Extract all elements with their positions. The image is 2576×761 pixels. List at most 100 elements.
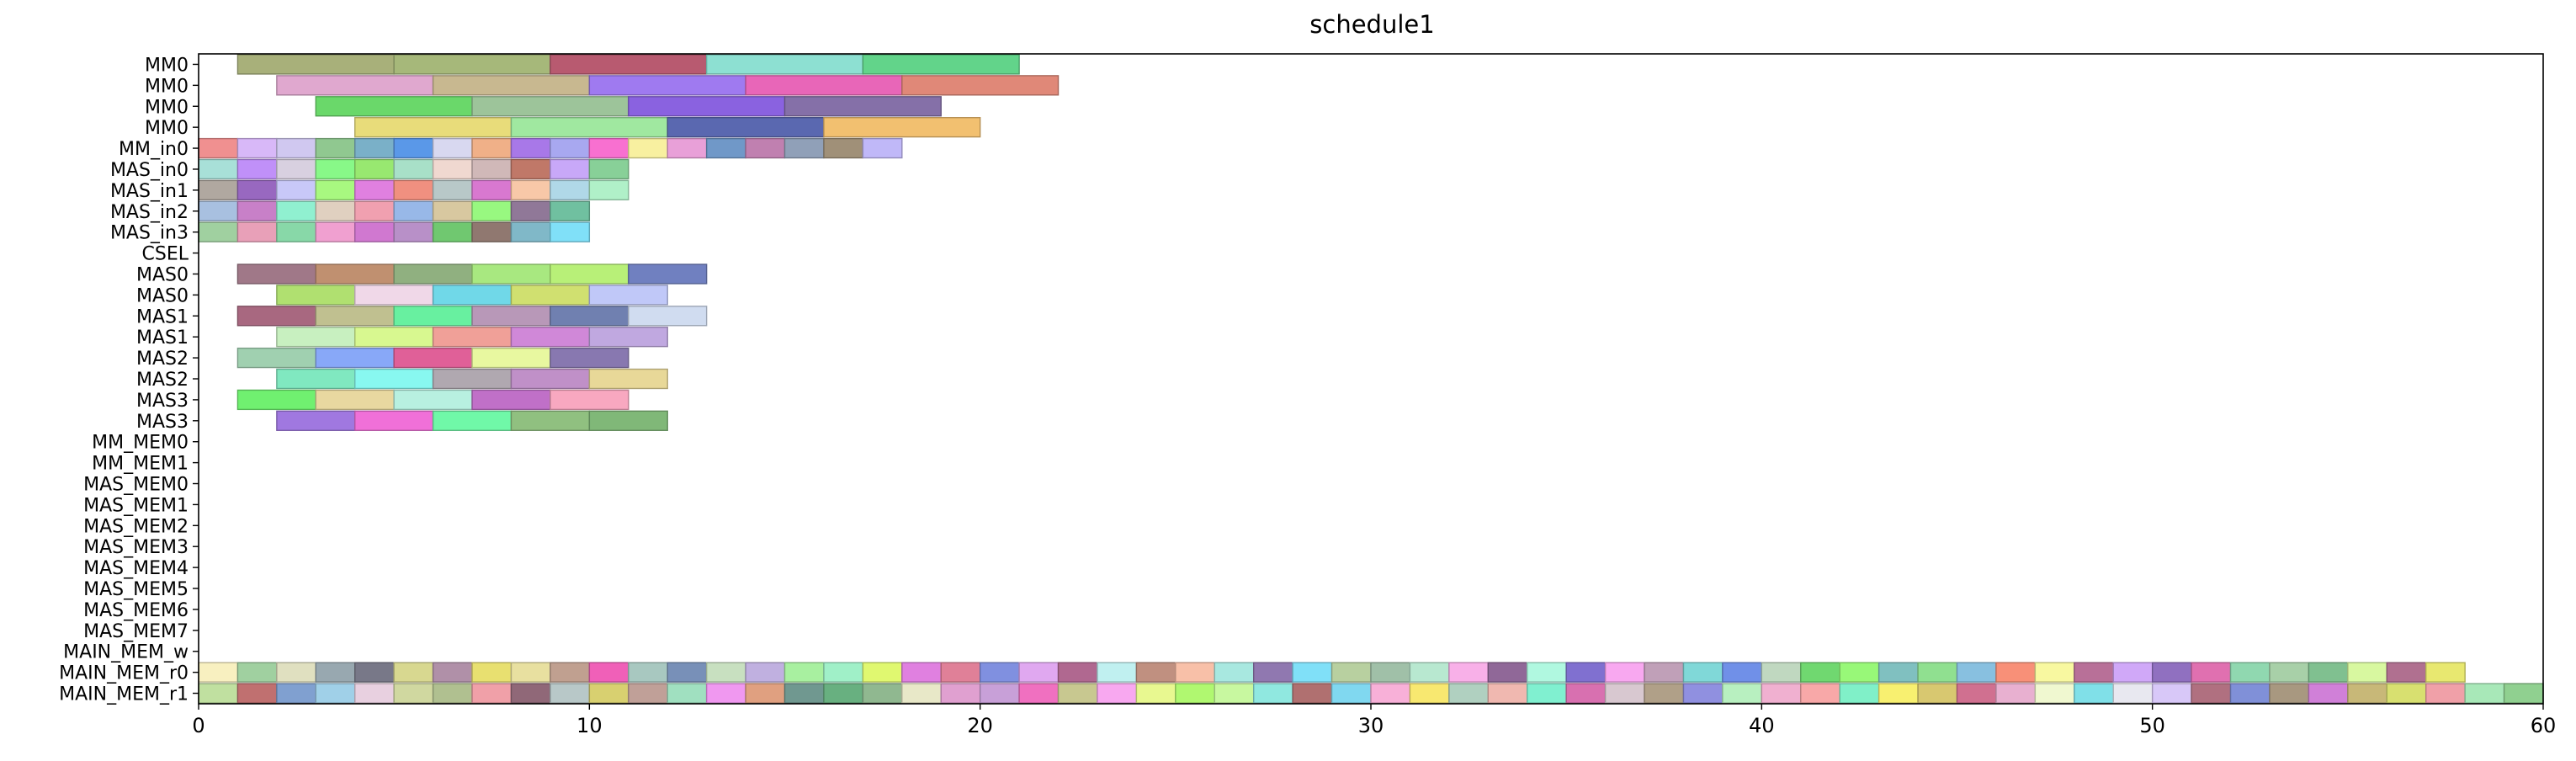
memory-bar (1487, 662, 1528, 683)
memory-bar (2151, 662, 2192, 683)
task-bar (276, 221, 317, 242)
task-bar (276, 285, 356, 306)
y-tick-label: MAS_MEM4 (83, 558, 189, 579)
y-tick-label: MAS1 (136, 306, 189, 327)
task-bar (354, 158, 395, 180)
memory-bar (276, 662, 317, 683)
task-bar (315, 179, 356, 201)
y-tick-label: MAS_MEM7 (83, 621, 189, 642)
memory-bar (1722, 662, 1763, 683)
y-tick-label: MAIN_MEM_r1 (59, 684, 189, 705)
memory-bar (783, 683, 825, 704)
memory-bar (1370, 683, 1411, 704)
memory-bar (2347, 662, 2387, 683)
task-bar (393, 137, 434, 159)
memory-bar (823, 662, 864, 683)
memory-bar (471, 683, 513, 704)
memory-bar (1839, 662, 1880, 683)
memory-bar (236, 662, 278, 683)
task-bar (393, 179, 434, 201)
task-bar (550, 179, 591, 201)
memory-bar (667, 683, 708, 704)
memory-bar (1604, 683, 1645, 704)
task-bar (236, 158, 278, 180)
task-bar (315, 389, 395, 411)
memory-bar (979, 662, 1020, 683)
task-bar (393, 221, 434, 242)
memory-bar (2347, 683, 2387, 704)
memory-bar (940, 662, 981, 683)
memory-bar (1409, 683, 1450, 704)
y-tick-label: MM_in0 (119, 139, 189, 160)
y-tick-label: MAS2 (136, 370, 189, 391)
task-bar (471, 221, 513, 242)
task-bar (588, 327, 668, 348)
task-bar (471, 96, 629, 117)
task-bar (198, 179, 239, 201)
memory-bar (2269, 662, 2310, 683)
task-bar (823, 137, 864, 159)
memory-bar (2269, 683, 2310, 704)
memory-bar (393, 683, 434, 704)
memory-bar (471, 662, 513, 683)
task-bar (550, 54, 708, 75)
task-bar (354, 410, 434, 431)
memory-bar (1917, 662, 1958, 683)
memory-bar (1761, 683, 1802, 704)
memory-bar (1878, 683, 1919, 704)
task-bar (354, 221, 395, 242)
memory-bar (1214, 683, 1255, 704)
y-tick-label: MAS_in0 (110, 160, 189, 181)
memory-bar (1330, 683, 1372, 704)
memory-bar (1527, 662, 1567, 683)
task-bar (705, 54, 864, 75)
x-tick-label: 0 (192, 714, 204, 737)
task-bar (393, 306, 473, 327)
memory-bar (510, 683, 551, 704)
memory-bar (2308, 662, 2349, 683)
memory-bar (1565, 683, 1607, 704)
task-bar (276, 137, 317, 159)
memory-bar (315, 662, 356, 683)
task-bar (432, 179, 473, 201)
task-bar (862, 54, 1020, 75)
task-bar (705, 137, 746, 159)
memory-bar (2112, 683, 2154, 704)
y-tick-label: MAS_in1 (110, 181, 189, 202)
memory-bar (901, 662, 942, 683)
task-bar (510, 117, 668, 138)
memory-bar (1057, 662, 1098, 683)
memory-bar (705, 662, 746, 683)
task-bar (510, 327, 591, 348)
memory-bar (2074, 662, 2114, 683)
memory-bar (198, 662, 239, 683)
task-bar (471, 263, 551, 285)
task-bar (198, 158, 239, 180)
memory-bar (432, 662, 473, 683)
memory-bar (1175, 683, 1215, 704)
task-bar (432, 137, 473, 159)
memory-bar (745, 683, 786, 704)
memory-bar (1370, 662, 1411, 683)
task-bar (588, 285, 668, 306)
task-bar (471, 389, 551, 411)
task-bar (236, 389, 316, 411)
memory-bar (2503, 683, 2544, 704)
memory-bar (550, 683, 591, 704)
task-bar (236, 263, 316, 285)
memory-bar (1487, 683, 1528, 704)
task-bar (432, 158, 473, 180)
memory-bar (1682, 683, 1724, 704)
memory-bar (1018, 683, 1060, 704)
task-bar (628, 96, 786, 117)
x-tick-label: 40 (1749, 714, 1775, 737)
task-bar (471, 158, 513, 180)
y-tick-label: MAS_MEM0 (83, 475, 189, 496)
task-bar (471, 306, 551, 327)
memory-bar (198, 683, 239, 704)
chart-title: schedule1 (1309, 10, 1435, 39)
y-tick-label: MM0 (145, 118, 189, 139)
memory-bar (588, 662, 629, 683)
memory-bar (1604, 662, 1645, 683)
y-tick-label: MM0 (145, 55, 189, 76)
